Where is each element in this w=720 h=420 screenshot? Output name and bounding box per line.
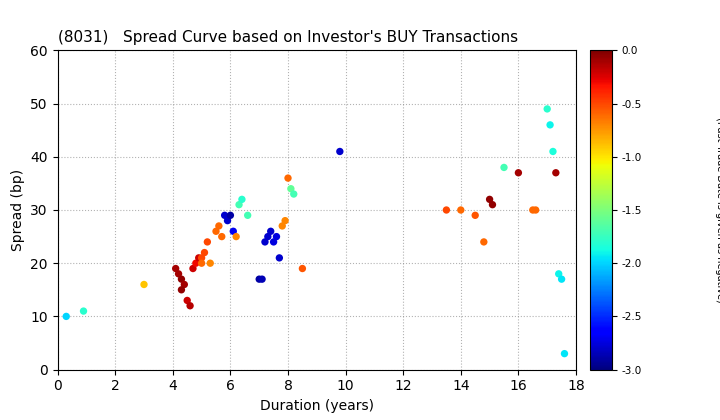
Point [210, 228, 222, 235]
Point [222, 217, 233, 224]
Point [216, 233, 228, 240]
Point [541, 105, 553, 112]
Point [262, 233, 274, 240]
Point [179, 281, 190, 288]
Point [176, 286, 187, 293]
Point [228, 228, 239, 235]
Point [297, 265, 308, 272]
Point [176, 276, 187, 283]
Point [253, 276, 265, 283]
Point [265, 228, 276, 235]
Text: (8031)   Spread Curve based on Investor's BUY Transactions: (8031) Spread Curve based on Investor's … [58, 30, 518, 45]
Point [484, 196, 495, 203]
Point [256, 276, 268, 283]
Point [259, 239, 271, 245]
Point [138, 281, 150, 288]
Point [274, 255, 285, 261]
Point [559, 350, 570, 357]
Point [268, 239, 279, 245]
X-axis label: Duration (years): Duration (years) [260, 399, 374, 413]
Point [219, 212, 230, 219]
Point [498, 164, 510, 171]
Point [196, 260, 207, 267]
Point [170, 265, 181, 272]
Point [271, 233, 282, 240]
Point [513, 169, 524, 176]
Point [441, 207, 452, 213]
Point [230, 233, 242, 240]
Point [279, 217, 291, 224]
Point [78, 308, 89, 315]
Point [225, 212, 236, 219]
Point [173, 270, 184, 277]
Point [282, 175, 294, 181]
Point [455, 207, 467, 213]
Point [478, 239, 490, 245]
Point [553, 270, 564, 277]
Point [285, 185, 297, 192]
Point [196, 255, 207, 261]
Point [544, 121, 556, 128]
Point [530, 207, 541, 213]
Point [181, 297, 193, 304]
Point [202, 239, 213, 245]
Point [469, 212, 481, 219]
Point [190, 260, 202, 267]
Point [527, 207, 539, 213]
Point [60, 313, 72, 320]
Point [213, 223, 225, 229]
Point [550, 169, 562, 176]
Y-axis label: Spread (bp): Spread (bp) [11, 169, 24, 251]
Point [556, 276, 567, 283]
Point [334, 148, 346, 155]
Point [242, 212, 253, 219]
Point [276, 223, 288, 229]
Y-axis label: Time in years between 5/9/2025 and Trade Date
(Past Trade Date is given as negat: Time in years between 5/9/2025 and Trade… [715, 92, 720, 328]
Point [236, 196, 248, 203]
Point [547, 148, 559, 155]
Point [487, 201, 498, 208]
Point [199, 249, 210, 256]
Point [288, 191, 300, 197]
Point [187, 265, 199, 272]
Point [193, 255, 204, 261]
Point [233, 201, 245, 208]
Point [204, 260, 216, 267]
Point [184, 302, 196, 309]
